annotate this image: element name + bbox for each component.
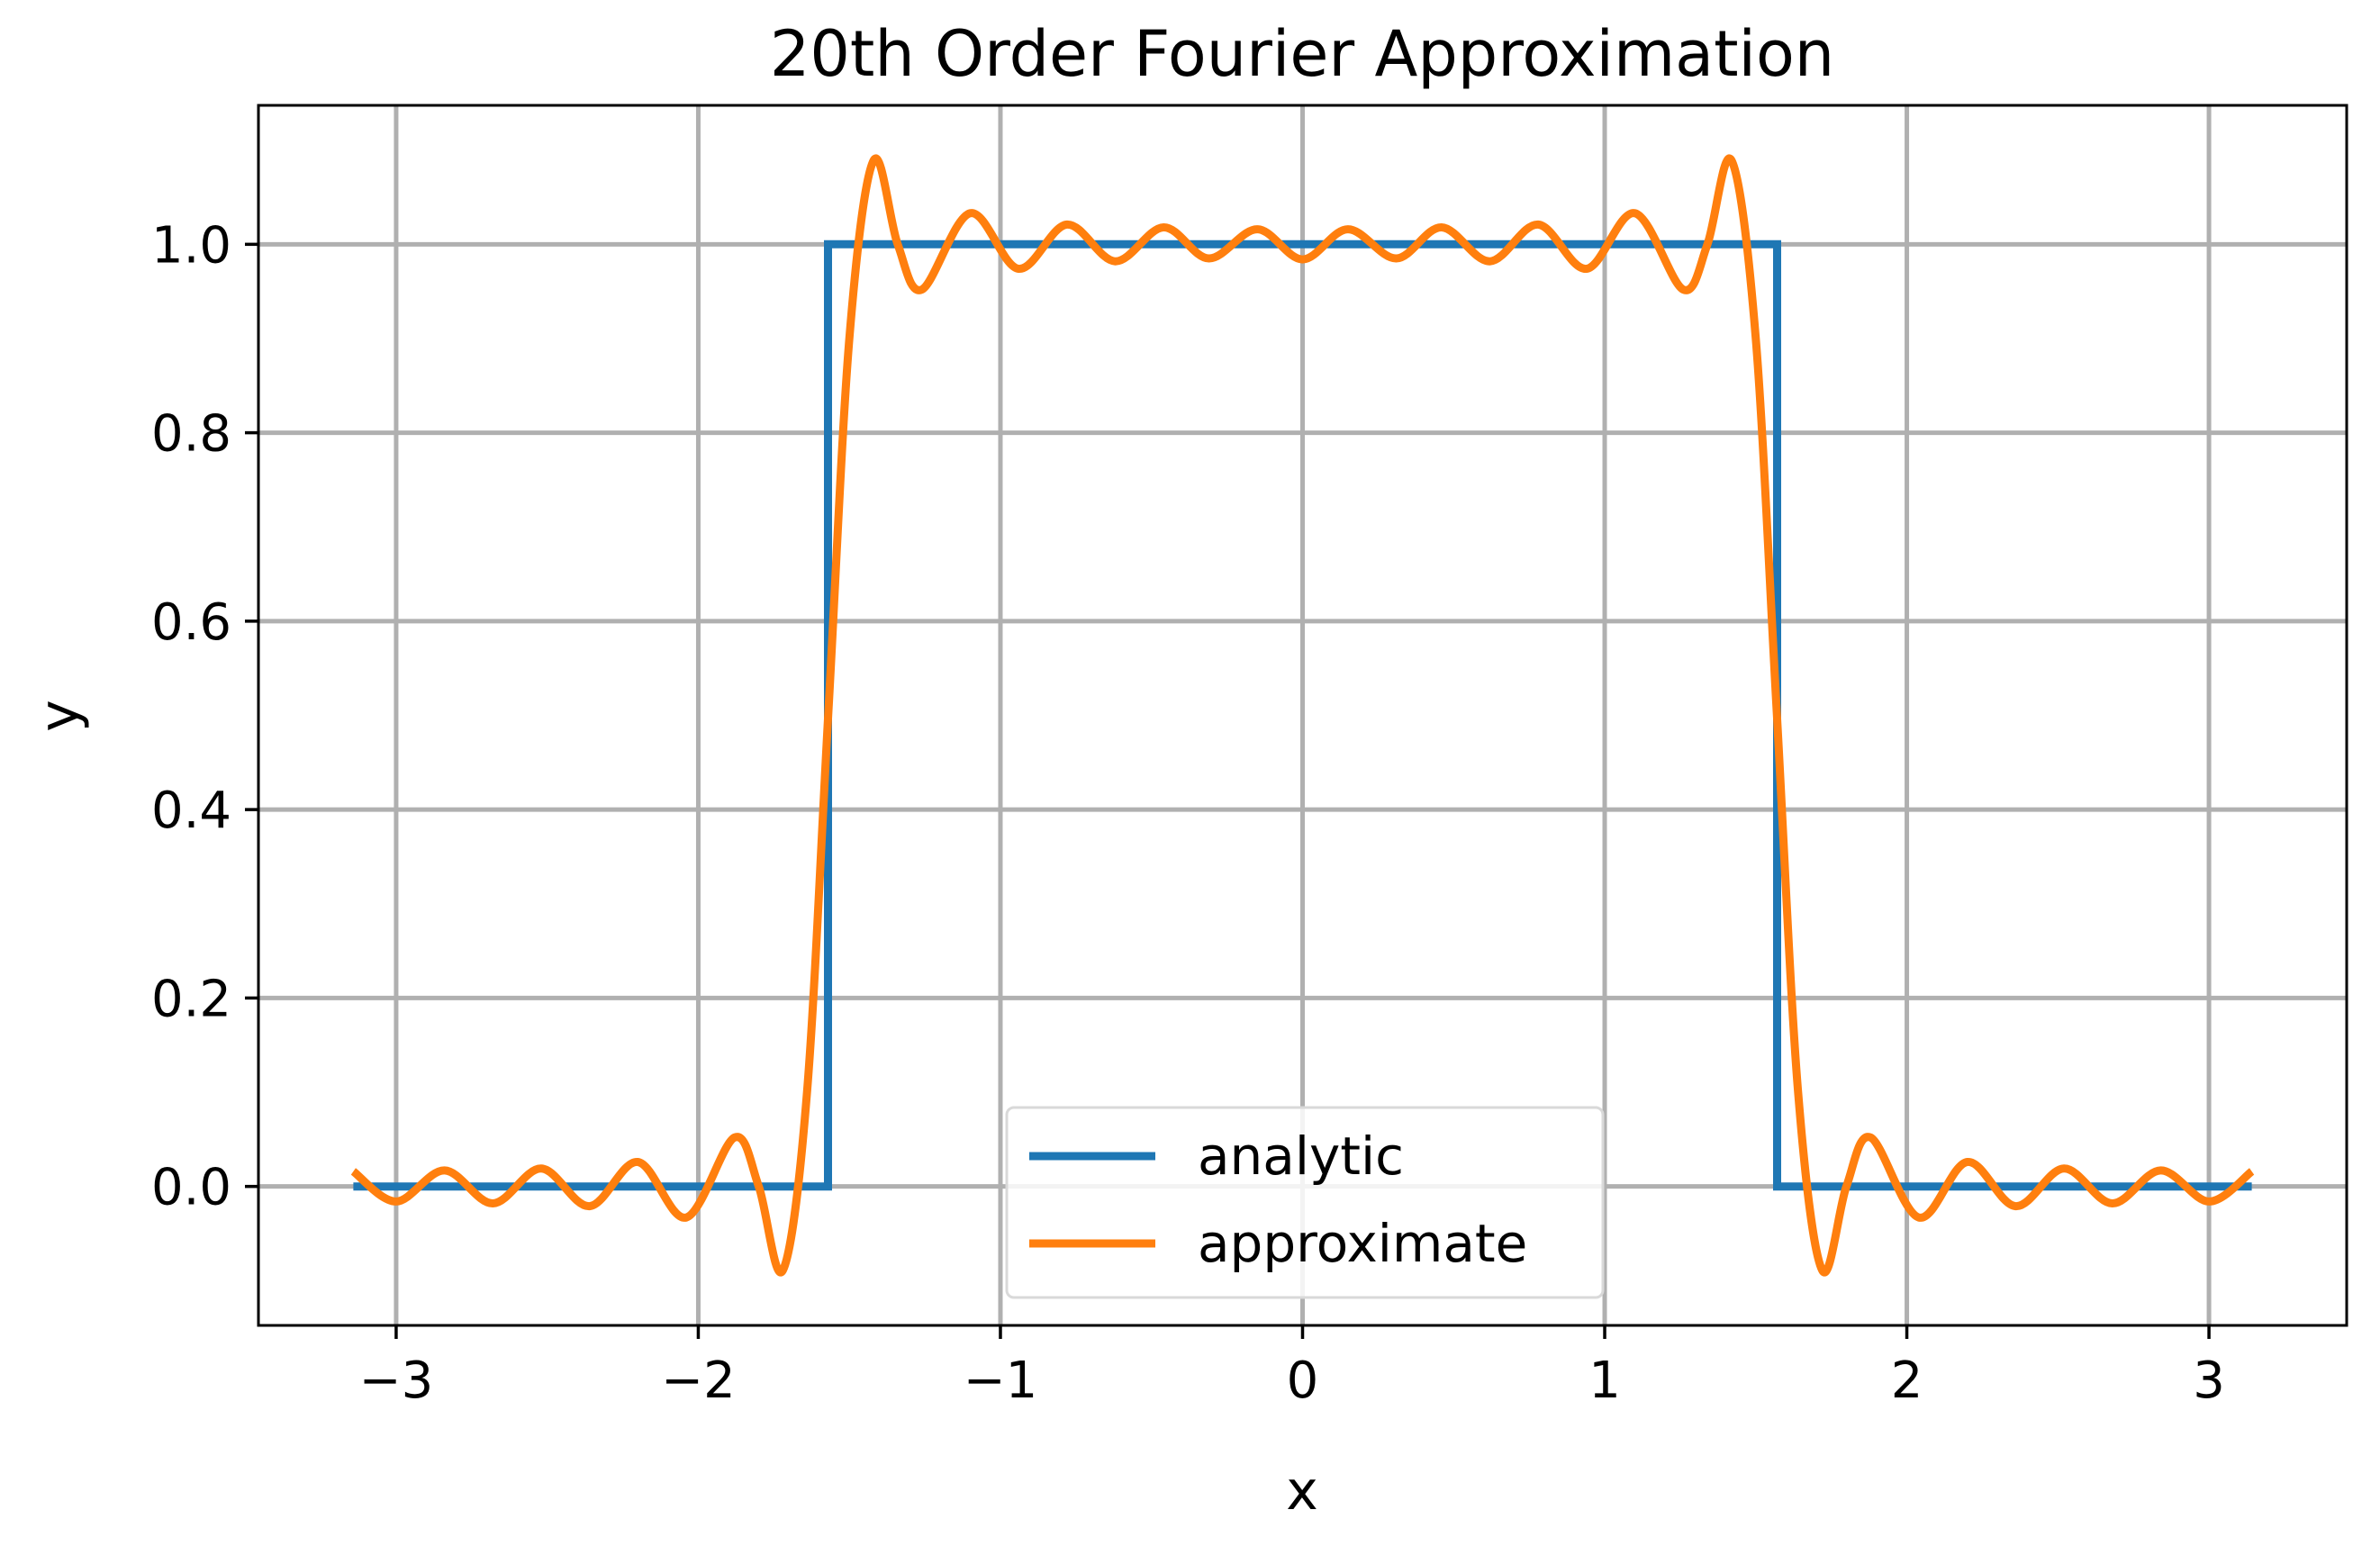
series-line-analytic — [353, 240, 2252, 1191]
x-tick-label: −3 — [359, 1352, 434, 1410]
ticks: −3 −2 −1 0 1 2 3 0.0 0.2 0.4 0.6 0.8 1.0 — [151, 216, 2225, 1410]
x-tick-label: 2 — [1891, 1352, 1923, 1410]
y-tick-label: 0.4 — [151, 782, 231, 840]
y-tick-label: 0.8 — [151, 405, 231, 464]
series-line-approximate — [350, 154, 2255, 1277]
y-axis-label: y — [28, 700, 91, 732]
y-tick-label: 0.0 — [151, 1159, 231, 1217]
legend-label-approximate: approximate — [1198, 1213, 1527, 1274]
legend-box — [1005, 1106, 1605, 1299]
y-tick-label: 0.6 — [151, 593, 231, 652]
series-group — [350, 154, 2255, 1277]
x-tick-label: −2 — [661, 1352, 736, 1410]
y-tick-label: 1.0 — [151, 216, 231, 275]
x-tick-label: 1 — [1588, 1352, 1621, 1410]
x-tick-label: 3 — [2193, 1352, 2225, 1410]
x-tick-label: 0 — [1287, 1352, 1319, 1410]
x-axis-label: x — [1286, 1460, 1318, 1523]
x-tick-label: −1 — [964, 1352, 1038, 1410]
legend-label-analytic: analytic — [1198, 1126, 1404, 1187]
chart-title: 20th Order Fourier Approximation — [770, 17, 1834, 91]
y-tick-label: 0.2 — [151, 970, 231, 1028]
legend: analytic approximate — [1005, 1106, 1605, 1299]
